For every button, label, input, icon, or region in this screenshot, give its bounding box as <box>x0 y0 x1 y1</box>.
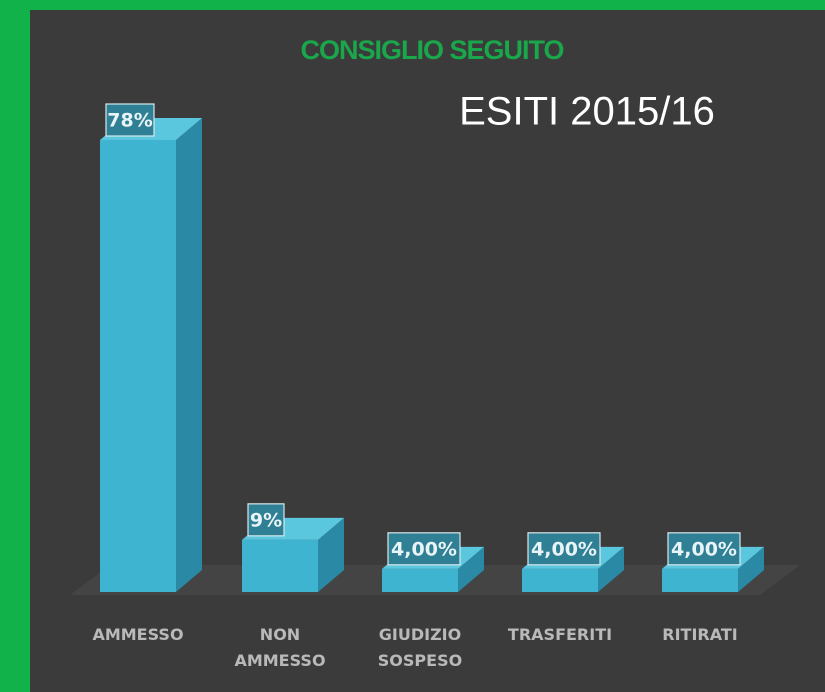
x-tick-label: NON AMMESSO <box>234 625 326 670</box>
value-label: 4,00% <box>531 538 597 560</box>
value-label: 78% <box>107 110 152 132</box>
x-tick-label: AMMESSO <box>92 625 184 644</box>
value-label-box <box>105 103 155 137</box>
x-tick-label: GIUDIZIO SOSPESO <box>377 625 463 670</box>
value-label-box <box>527 532 601 566</box>
bar <box>662 568 738 592</box>
value-label-box <box>667 532 741 566</box>
chart-title: CONSIGLIO SEGUITO <box>300 35 563 65</box>
value-label: 4,00% <box>391 538 457 560</box>
bar-side <box>318 517 344 592</box>
value-label-box <box>387 532 461 566</box>
bar-side <box>176 118 202 592</box>
value-label: 4,00% <box>671 538 737 560</box>
x-tick-label: TRASFERITI <box>507 625 613 644</box>
value-label: 9% <box>250 509 282 531</box>
bar <box>100 140 176 592</box>
bar <box>522 568 598 592</box>
bar-side <box>598 546 624 592</box>
value-label-box <box>247 503 285 537</box>
x-tick-label: RITIRATI <box>662 625 738 644</box>
chart-subtitle: ESITI 2015/16 <box>459 90 715 134</box>
bar-side <box>738 546 764 592</box>
bar <box>242 539 318 592</box>
bar <box>382 568 458 592</box>
bar-side <box>458 546 484 592</box>
